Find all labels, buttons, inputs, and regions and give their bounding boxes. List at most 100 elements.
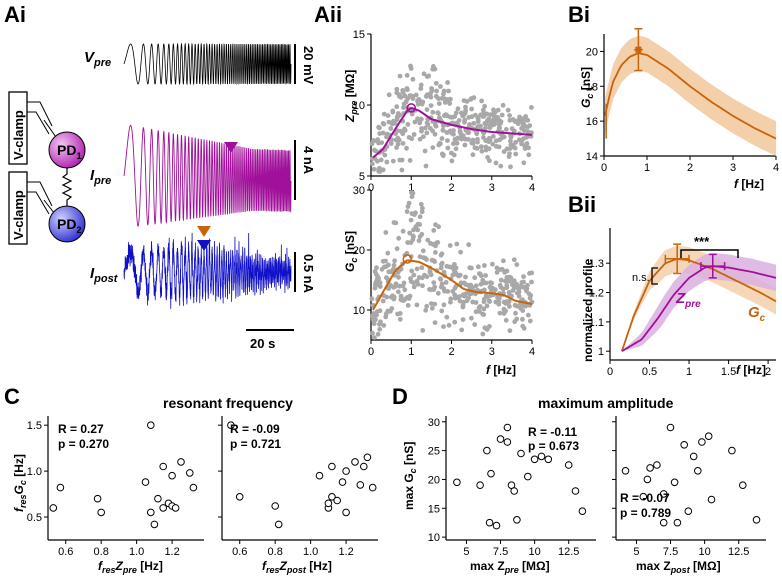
aii-top-data-point	[394, 90, 400, 96]
aii-top-data-point	[402, 127, 408, 133]
d-right-data-point	[698, 438, 706, 446]
aii-top-data-point	[494, 144, 499, 149]
aii-bot-data-point	[385, 308, 391, 314]
aii-top-data-point	[379, 140, 385, 146]
aii-bot-data-point	[452, 292, 458, 298]
aii-top-data-point	[388, 141, 394, 147]
aii-bot-data-point	[444, 314, 450, 320]
aii-bot-data-point	[443, 280, 449, 285]
aii-top-data-point	[401, 101, 407, 107]
d-right-data-point	[680, 441, 689, 449]
aii-top-data-point	[389, 121, 395, 127]
aii-bot-data-point	[383, 258, 388, 264]
aii-bot-fit-line	[372, 259, 533, 311]
aii-top-y-tick-label: 5	[359, 171, 365, 183]
aii-bot-y-tick-label: 30	[353, 185, 365, 197]
aii-top-data-point	[411, 132, 417, 137]
aii-bot-data-point	[375, 282, 381, 288]
bi-peak-marker	[635, 46, 642, 53]
aii-top-data-point	[397, 94, 402, 99]
aii-bot-data-point	[521, 274, 526, 279]
aii-bot-data-point	[396, 274, 401, 280]
c-right-x-tick-label: 0.8	[268, 546, 283, 558]
aii-bot-data-point	[514, 290, 520, 296]
aii-top-data-point	[394, 104, 400, 110]
aii-bot-data-point	[526, 291, 532, 296]
aii-bot-data-point	[460, 317, 466, 322]
pd2-label: PD2	[57, 216, 81, 235]
aii-bot-data-point	[476, 264, 481, 270]
aii-bot-data-point	[503, 301, 509, 306]
aii-bot-data-point	[423, 307, 429, 313]
c-right-data-point	[328, 462, 336, 471]
c-right-r: R = -0.09	[230, 422, 280, 436]
aii-bot-data-point	[481, 312, 487, 317]
aii-top-data-point	[469, 96, 474, 101]
aii-top-data-point	[394, 114, 400, 120]
aii-bot-data-point	[527, 270, 532, 276]
aii-top-data-point	[439, 136, 445, 141]
panel-bi: Bi 0 1 2 3 4 14 16 18 20 Gc [nS] f [Hz]	[568, 2, 779, 191]
aii-bot-data-point	[490, 261, 495, 267]
aii-top-data-point	[490, 134, 496, 139]
aii-top-data-point	[407, 158, 413, 163]
aii-top-data-point	[519, 139, 524, 145]
aii-top-data-point	[524, 141, 530, 146]
aii-bot-data-point	[437, 276, 443, 282]
d-left-data-point	[503, 423, 512, 432]
c-left-x-tick-label: 1.0	[129, 546, 144, 558]
bii-x-tick-label: 1.5	[721, 366, 736, 378]
aii-bot-data-point	[419, 231, 425, 237]
aii-top-data-point	[525, 129, 531, 135]
bi-y-tick-label: 14	[586, 151, 598, 163]
aii-top-data-point	[432, 66, 438, 72]
aii-bot-data-point	[523, 285, 529, 290]
aii-bot-data-point	[381, 323, 387, 328]
aii-bot-data-point	[458, 249, 463, 255]
aii-top-data-point	[512, 145, 518, 151]
panel-label-d: D	[392, 384, 408, 409]
ipost-trace	[123, 232, 292, 309]
aii-bot-data-point	[415, 227, 421, 233]
aii-bot-data-point	[520, 308, 526, 313]
aii-xlabel: f [Hz]	[486, 363, 516, 377]
aii-top-data-point	[479, 98, 484, 104]
bii-band-zpre	[621, 253, 776, 352]
aii-top-data-point	[483, 147, 489, 153]
panel-c: C resonant frequency 0.6 0.8 1.0 1.2 0.5 1.0 1…	[4, 384, 378, 575]
bi-x-tick-label: 3	[730, 162, 736, 174]
bi-x-tick-label: 4	[773, 162, 779, 174]
aii-top-data-point	[508, 142, 514, 148]
aii-bot-data-point	[486, 298, 492, 304]
aii-top-data-point	[390, 109, 396, 115]
aii-top-data-point	[419, 116, 424, 122]
c-left-data-point	[141, 478, 150, 486]
d-right-data-point	[659, 518, 668, 527]
aii-top-data-point	[423, 94, 429, 99]
ipost-label: Ipost	[90, 265, 119, 285]
aii-bot-data-point	[527, 318, 533, 324]
panel-label-ai: Ai	[4, 2, 26, 27]
aii-bot-data-point	[405, 204, 411, 209]
aii-bot-data-point	[429, 305, 435, 311]
c-left-data-point	[93, 494, 102, 503]
aii-bot-data-point	[414, 278, 420, 284]
d-left-data-point	[513, 516, 521, 524]
d-left-data-point	[503, 438, 512, 446]
vclamp-bottom-label: V-clamp	[11, 190, 26, 240]
d-right-plot: 5 7.5 10 12.5	[612, 416, 766, 558]
aii-top-data-point	[377, 131, 383, 137]
aii-bot-data-point	[500, 286, 506, 292]
aii-top-data-point	[440, 127, 446, 133]
pd1-label: PD1	[57, 142, 81, 161]
c-left-data-point	[150, 520, 159, 529]
aii-bot-data-point	[417, 254, 423, 260]
bii-x-tick-label: 2	[765, 366, 771, 378]
aii-bot-data-point	[483, 280, 489, 286]
aii-bot-data-point	[510, 288, 516, 293]
aii-top-plot: 0 1 2 3 4 5 10 15	[353, 29, 535, 194]
c-left-data-point	[147, 508, 155, 517]
aii-bot-data-point	[441, 302, 447, 308]
aii-top-data-point	[475, 118, 481, 124]
vpre-trace	[123, 42, 292, 86]
